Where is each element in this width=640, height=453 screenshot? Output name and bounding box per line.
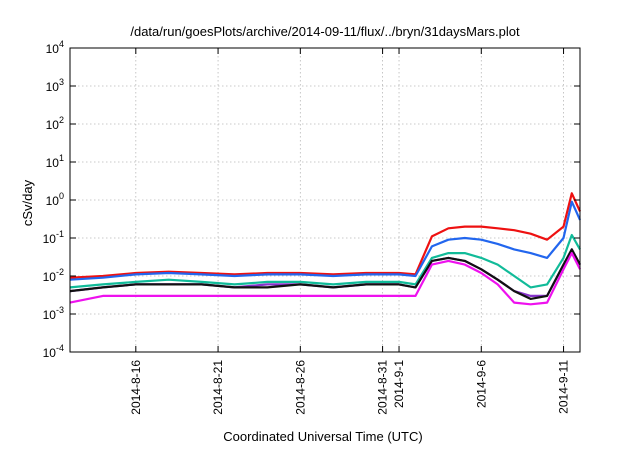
- x-axis-label: Coordinated Universal Time (UTC): [223, 429, 422, 444]
- y-tick-label: 103: [46, 77, 64, 94]
- series-line-3: [69, 233, 581, 289]
- y-axis-label: cSv/day: [20, 179, 35, 226]
- grid-layer: [70, 47, 580, 353]
- series-layer: [69, 192, 582, 306]
- x-tick-label: 2014-9-6: [474, 360, 488, 408]
- series-line-5: [69, 248, 581, 300]
- y-tick-label: 100: [46, 191, 64, 208]
- x-tick-label: 2014-9-11: [557, 360, 571, 414]
- y-tick-label: 104: [46, 39, 64, 56]
- series-line-1: [69, 192, 582, 279]
- x-tick-label: 2014-8-21: [211, 360, 225, 415]
- y-tick-label: 10-3: [43, 305, 64, 322]
- tick-layer: 10-4 10-3 10-2 10-1 100 101 102 103 104 2014-8-16…: [43, 39, 580, 415]
- x-tick-label: 2014-8-31: [376, 360, 390, 415]
- chart-title: /data/run/goesPlots/archive/2014-09-11/f…: [130, 24, 520, 39]
- series-line-6: [69, 252, 581, 306]
- series-line-2: [69, 200, 582, 281]
- y-tick-label: 10-4: [43, 343, 64, 360]
- y-tick-label: 101: [46, 153, 64, 170]
- x-tick-label: 2014-9-1: [392, 360, 406, 408]
- x-tick-label: 2014-8-26: [293, 360, 307, 415]
- x-tick-label: 2014-8-16: [129, 360, 143, 415]
- y-tick-label: 102: [46, 115, 64, 132]
- y-tick-label: 10-2: [43, 267, 64, 284]
- y-tick-label: 10-1: [43, 229, 64, 246]
